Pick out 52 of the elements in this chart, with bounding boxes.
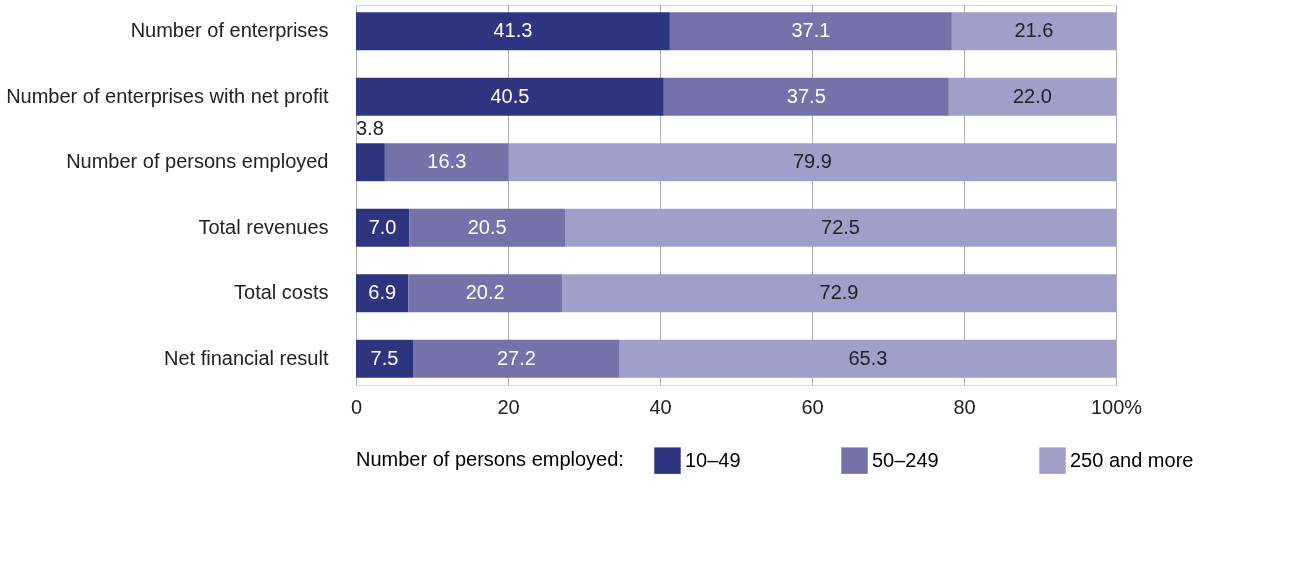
- x-tick-label: 0: [350, 395, 363, 418]
- data-label: 79.9: [792, 150, 832, 173]
- x-tick-label: 100%: [1090, 395, 1143, 418]
- data-label: 72.9: [819, 281, 859, 304]
- bar: [669, 12, 952, 51]
- bar: [951, 12, 1116, 51]
- bar: [408, 274, 562, 313]
- bar: [663, 77, 949, 116]
- data-label: 20.5: [467, 215, 507, 238]
- data-label: 72.5: [821, 215, 860, 238]
- legend-title: Number of persons employed:: [356, 448, 624, 470]
- bar: [356, 77, 664, 116]
- bar: [561, 274, 1116, 313]
- legend-label: 10–49: [685, 448, 741, 471]
- data-label: 22.0: [1012, 84, 1052, 107]
- x-tick-label: 20: [497, 395, 520, 418]
- bar: [619, 339, 1116, 378]
- data-label: 37.5: [786, 84, 826, 107]
- data-label: 6.9: [368, 281, 397, 304]
- data-label: 41.3: [493, 19, 533, 42]
- data-label: 16.3: [427, 150, 467, 173]
- y-tick-label: Number of enterprises: [130, 19, 329, 42]
- bar: [565, 208, 1116, 247]
- x-tick-label: 40: [649, 395, 672, 418]
- y-tick-label: Number of enterprises with net profit: [6, 84, 329, 107]
- bar: [356, 12, 670, 51]
- data-label: 37.1: [791, 19, 831, 42]
- data-label: 7.5: [370, 346, 399, 369]
- y-tick-label: Total costs: [234, 281, 329, 304]
- bar: [356, 143, 385, 182]
- x-tick-label: 60: [801, 395, 824, 418]
- data-label: 65.3: [848, 346, 888, 369]
- bar: [356, 339, 413, 378]
- bar: [384, 143, 509, 182]
- data-label: 40.5: [490, 84, 530, 107]
- legend-label: 250 and more: [1070, 448, 1194, 471]
- bar: [356, 208, 410, 247]
- x-tick-label: 80: [953, 395, 976, 418]
- data-label: 21.6: [1014, 19, 1054, 42]
- y-tick-label: Total revenues: [198, 215, 329, 238]
- bar: [508, 143, 1116, 182]
- bar: [413, 339, 620, 378]
- data-label: 27.2: [496, 346, 536, 369]
- data-label: 3.8: [356, 117, 384, 140]
- y-tick-label: Number of persons employed: [66, 150, 329, 173]
- bar: [948, 77, 1116, 116]
- data-label: 7.0: [368, 215, 397, 238]
- data-label: 20.2: [465, 281, 505, 304]
- bar: [409, 208, 565, 247]
- legend-label: 50–249: [872, 448, 939, 471]
- y-tick-label: Net financial result: [163, 346, 329, 369]
- bar: [356, 274, 409, 313]
